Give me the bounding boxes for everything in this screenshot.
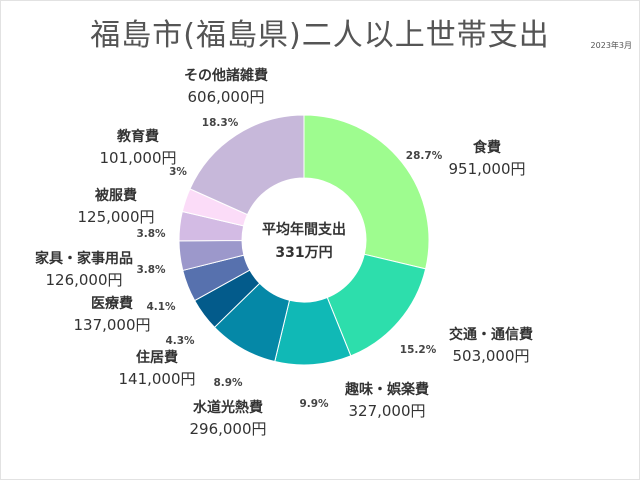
slice-name-label-7: 被服費 [95,187,137,204]
slice-percent-label-4: 4.3% [165,335,195,347]
slice-amount-label-4: 141,000円 [118,370,195,388]
slice-percent-label-7: 3.8% [136,228,166,240]
slice-percent-label-2: 9.9% [299,398,329,410]
slice-amount-label-0: 951,000円 [448,160,525,178]
slices-group [178,114,430,366]
center-label-total: 331万円 [275,245,332,261]
slice-name-label-2: 趣味・娯楽費 [344,381,429,398]
slice-9 [189,114,305,216]
slice-amount-label-7: 125,000円 [77,208,154,226]
slice-name-label-8: 教育費 [117,128,159,145]
slice-amount-label-1: 503,000円 [452,347,529,365]
slice-amount-label-8: 101,000円 [99,149,176,167]
center-label-title: 平均年間支出 [262,221,346,238]
slice-percent-label-6: 3.8% [136,264,166,276]
slice-name-label-9: その他諸雑費 [184,67,268,84]
slice-name-label-5: 医療費 [91,295,133,312]
slice-percent-label-8: 3% [169,166,187,178]
slice-name-label-6: 家具・家事用品 [35,250,133,267]
slice-name-label-1: 交通・通信費 [449,326,533,343]
slice-percent-label-5: 4.1% [146,301,176,313]
slice-name-label-0: 食費 [473,139,501,156]
slice-amount-label-2: 327,000円 [348,402,425,420]
slice-amount-label-5: 137,000円 [73,316,150,334]
date-label: 2023年3月 [590,41,632,50]
slice-amount-label-3: 296,000円 [189,420,266,438]
slice-name-label-3: 水道光熱費 [193,399,263,416]
chart-title: 福島市(福島県)二人以上世帯支出 [90,18,550,53]
slice-amount-label-9: 606,000円 [187,88,264,106]
slice-0 [303,114,430,270]
slice-percent-label-0: 28.7% [406,150,443,162]
labels-group: 食費 951,000円 28.7% 交通・通信費 503,000円 15.2% 趣味・娯楽費… [35,67,533,438]
slice-percent-label-1: 15.2% [400,344,437,356]
slice-percent-label-3: 8.9% [213,377,243,389]
slice-name-label-4: 住居費 [136,349,178,366]
slice-percent-label-9: 18.3% [202,117,239,129]
slice-amount-label-6: 126,000円 [45,271,122,289]
